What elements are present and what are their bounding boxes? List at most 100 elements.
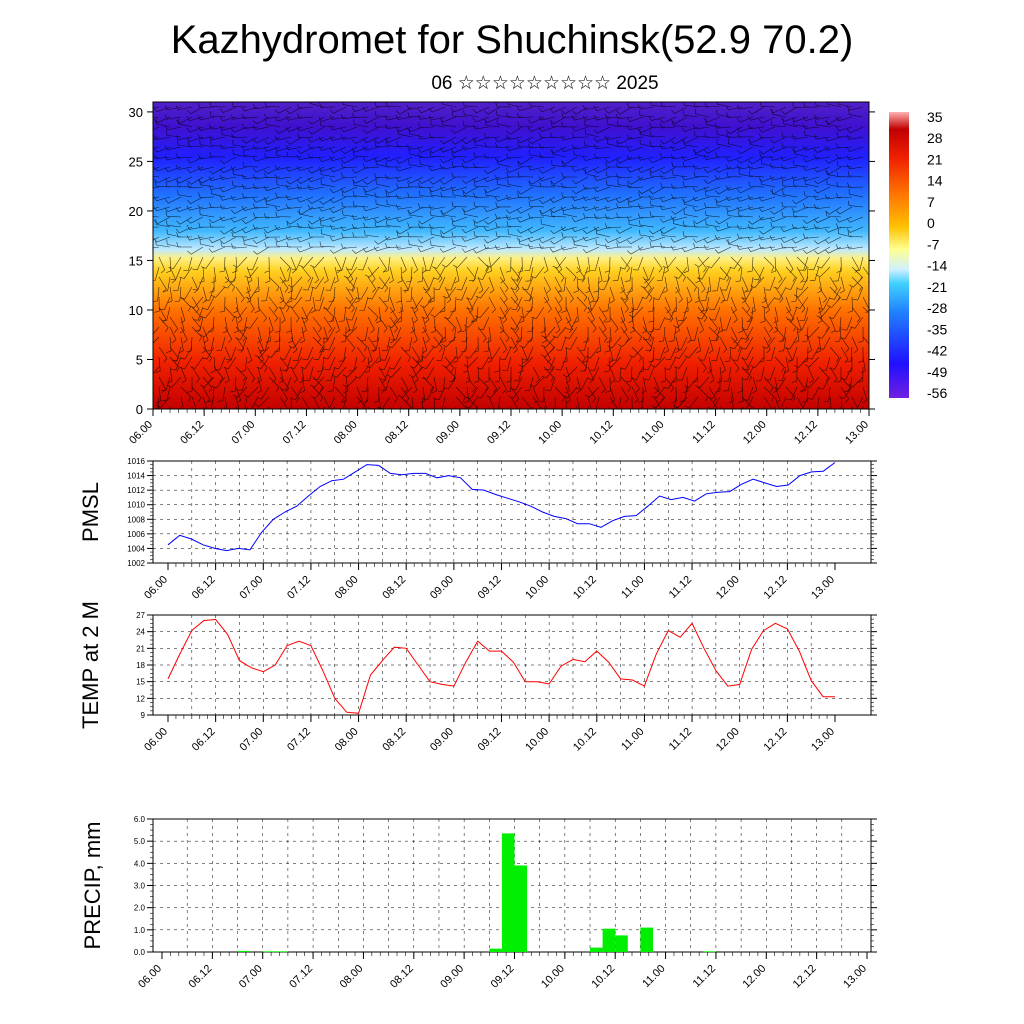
wind-barb: [770, 163, 787, 169]
wind-barb: [540, 209, 556, 218]
wind-barb: [692, 196, 710, 202]
wind-barb: [686, 276, 697, 292]
colorbar-label: 14: [927, 173, 943, 189]
wind-barb: [378, 316, 388, 333]
wind-barb: [753, 266, 765, 281]
wind-barb: [526, 326, 534, 343]
pmsl-xtick-label: 07.12: [285, 574, 313, 602]
wind-barb: [374, 172, 391, 179]
wind-barb: [769, 155, 787, 161]
wind-barb: [233, 306, 248, 319]
wind-barb: [397, 129, 413, 138]
wind-barb: [161, 306, 171, 321]
temp-xtick-label: 12.12: [762, 726, 790, 754]
wind-barb: [785, 386, 796, 402]
wind-barb: [741, 336, 754, 350]
wind-barb: [453, 346, 468, 359]
wind-barb: [519, 306, 525, 324]
wind-barb: [389, 266, 394, 284]
wind-barb: [351, 146, 369, 153]
wind-barb: [543, 256, 549, 274]
wind-barb: [241, 236, 259, 241]
wind-barb: [274, 236, 292, 243]
wind-barb: [505, 256, 512, 273]
pmsl-ytick-label: 1014: [127, 472, 145, 481]
wind-barb: [407, 206, 424, 215]
wind-barb: [675, 286, 683, 304]
wind-barb: [737, 131, 754, 138]
wind-barb: [604, 214, 622, 220]
wind-barb: [741, 396, 753, 409]
wind-barb: [648, 186, 666, 195]
wind-barb: [799, 306, 809, 321]
wind-barb: [862, 296, 869, 314]
wind-barb: [352, 200, 369, 208]
wind-barb: [345, 316, 351, 334]
wind-barb: [792, 180, 809, 188]
wind-barb: [264, 172, 281, 179]
wind-barb: [462, 163, 479, 169]
wind-barb: [312, 386, 324, 402]
wind-barb: [792, 196, 809, 205]
wind-barb: [818, 376, 831, 390]
wind-barb: [345, 296, 355, 313]
wind-barb: [802, 176, 820, 182]
wind-barb: [803, 233, 820, 239]
wind-barb: [561, 172, 578, 178]
wind-barb: [829, 356, 842, 370]
wind-barb: [252, 166, 270, 173]
wind-barb: [156, 386, 162, 404]
wind-barb: [230, 376, 237, 393]
wind-barb: [528, 213, 545, 219]
wind-barb: [847, 231, 864, 238]
wind-barb: [344, 296, 358, 309]
wind-barb: [809, 266, 820, 281]
wind-barb: [659, 216, 677, 223]
wind-barb: [794, 326, 800, 344]
wind-barb: [268, 296, 278, 313]
wind-barb: [252, 103, 270, 110]
wind-barb: [653, 376, 660, 394]
wind-barb: [334, 386, 345, 402]
wind-barb: [641, 286, 655, 299]
wind-barb: [683, 209, 699, 218]
wind-barb: [329, 156, 347, 162]
wind-barb: [461, 226, 479, 234]
wind-barb: [233, 316, 239, 334]
wind-barb: [673, 396, 688, 409]
wind-barb: [417, 146, 435, 153]
wind-barb: [296, 246, 314, 253]
temp-ylabel: TEMP at 2 M: [78, 601, 103, 729]
wind-barb: [478, 316, 490, 331]
wind-barb: [629, 316, 635, 334]
wind-barb: [642, 316, 648, 334]
wind-barb: [521, 396, 532, 409]
wind-barb: [301, 266, 312, 283]
wind-barb: [802, 145, 820, 151]
pmsl-ytick-label: 1006: [127, 530, 145, 539]
wind-barb: [220, 143, 237, 149]
wind-barb: [627, 176, 644, 185]
wind-barb: [802, 116, 820, 122]
pmsl-xtick-label: 08.12: [380, 574, 408, 602]
wind-barb: [507, 102, 523, 108]
wind-barb: [719, 266, 730, 282]
wind-barb: [649, 211, 666, 218]
wind-barb: [455, 386, 466, 402]
temp-ytick-label: 27: [136, 611, 145, 620]
wind-barb: [771, 120, 787, 128]
wind-barb: [334, 256, 342, 274]
wind-barb: [351, 224, 369, 230]
wind-barb: [210, 396, 215, 409]
wind-barb: [201, 256, 215, 269]
wind-barb: [576, 376, 582, 394]
wind-barb: [828, 306, 842, 319]
wind-barb: [737, 210, 754, 218]
wind-barb: [759, 133, 776, 139]
wind-barb: [525, 266, 534, 282]
wind-barb: [836, 223, 853, 229]
wind-barb: [836, 256, 842, 273]
wind-barb: [626, 166, 644, 173]
wind-barb: [285, 145, 303, 151]
wind-barb: [729, 256, 743, 269]
